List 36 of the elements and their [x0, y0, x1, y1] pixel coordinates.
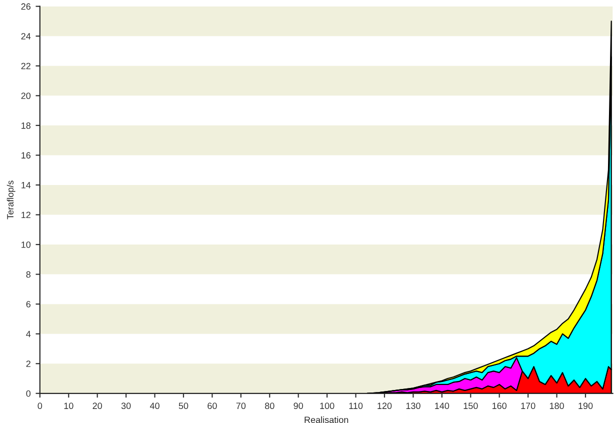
y-tick-label: 22: [21, 62, 30, 70]
y-tick-label: 2: [26, 360, 30, 367]
x-tick-label: 130: [406, 402, 420, 410]
x-tick-label: 10: [64, 402, 74, 410]
x-tick-label: 70: [236, 402, 246, 410]
x-tick-label: 80: [265, 402, 274, 410]
x-axis-title: Realisation: [304, 416, 348, 423]
x-tick-label: 170: [521, 402, 536, 410]
y-tick-label: 10: [22, 241, 31, 248]
x-tick-label: 120: [378, 402, 392, 410]
x-tick-label: 110: [349, 402, 363, 410]
y-tick-label: 4: [26, 330, 31, 338]
x-tick-label: 40: [150, 402, 160, 410]
x-tick-label: 140: [435, 402, 450, 410]
x-tick-label: 0: [38, 402, 42, 410]
y-tick-label: 12: [22, 212, 30, 218]
x-tick-label: 30: [121, 402, 131, 410]
x-tick-label: 50: [178, 402, 188, 410]
y-tick-label: 8: [26, 271, 30, 278]
y-tick-label: 14: [22, 182, 31, 188]
y-tick-label: 26: [21, 3, 30, 10]
y-tick-label: 6: [26, 301, 30, 308]
x-tick-label: 180: [550, 402, 564, 410]
x-tick-label: 20: [92, 402, 102, 410]
y-axis-title: Teraflop/s: [6, 180, 16, 220]
x-tick-label: 190: [578, 402, 593, 410]
y-tick-label: 20: [21, 92, 31, 100]
y-tick-label: 0: [26, 390, 31, 397]
x-tick-label: 90: [294, 402, 304, 410]
x-tick-label: 150: [464, 402, 478, 410]
y-tick-label: 24: [21, 33, 31, 40]
y-tick-label: 18: [22, 122, 30, 129]
y-tick-label: 16: [22, 152, 30, 159]
x-tick-label: 160: [492, 402, 507, 410]
x-tick-label: 60: [208, 402, 217, 410]
x-tick-label: 100: [320, 402, 334, 410]
